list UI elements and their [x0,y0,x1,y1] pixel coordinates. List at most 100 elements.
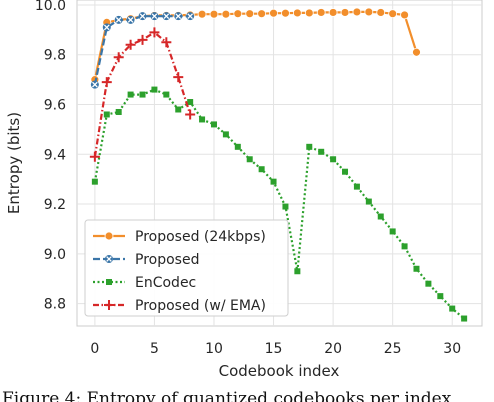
ticks: 0 5 10 15 20 25 30 8.8 9.0 9.2 9.4 9.6 9.8 10.0 [35,0,461,357]
y-tick-label: 9.8 [44,48,66,64]
data-point [199,116,206,123]
x-tick-label: 25 [384,341,402,357]
data-point-cross [103,24,110,31]
data-point [89,151,100,162]
data-point [377,213,384,220]
data-point [137,34,148,45]
x-axis-label: Codebook index [219,362,340,380]
data-point [461,315,468,322]
data-point [449,305,456,312]
data-point [115,108,122,115]
legend-entry: Proposed (w/ EMA) [93,298,266,314]
legend-entry: Proposed (24kbps) [93,229,266,245]
data-point [281,8,290,18]
data-point-cross [151,13,158,20]
data-point [90,80,99,89]
data-point [149,27,160,38]
data-point-cross [163,13,170,20]
data-point [330,156,337,163]
y-axis-label: Entropy (bits) [5,112,23,214]
data-point [102,23,111,32]
y-tick-label: 9.6 [44,98,66,114]
data-point [104,300,114,310]
data-point [306,143,313,150]
data-point [175,106,182,113]
legend: Proposed (24kbps) Proposed EnCodec Proposed… [84,219,289,317]
data-point [304,8,314,18]
data-point [105,255,113,263]
series [91,86,468,322]
x-tick-label: 10 [205,341,223,357]
data-point [425,280,432,287]
data-point-cross [175,13,182,20]
data-point [342,168,349,175]
data-point [173,72,184,83]
data-point-cross [92,81,98,88]
data-point [104,231,114,241]
data-point [388,9,398,19]
legend-label: Proposed (24kbps) [135,229,266,245]
legend-entry: EnCodec [93,275,196,291]
data-point [401,243,408,250]
data-point [114,15,123,24]
data-point [150,12,159,21]
legend-box [84,219,289,317]
data-point [163,91,170,98]
x-tick-label: 15 [265,341,283,357]
data-point-cross [139,13,146,20]
data-point [353,183,360,190]
data-point [221,9,231,19]
data-point [364,7,374,17]
data-point [210,121,217,128]
data-point [437,293,444,300]
data-point-cross [127,17,134,23]
x-tick-label: 0 [90,341,99,357]
data-point [245,9,255,19]
x-tick-label: 5 [150,341,159,357]
data-point [197,9,207,19]
data-point [376,8,386,17]
data-point [185,109,196,120]
data-point-cross [106,256,112,262]
data-point-cross [115,17,122,23]
data-point [413,265,420,272]
y-tick-label: 9.2 [44,197,66,213]
data-point [294,268,301,275]
data-point [162,12,171,21]
y-tick-label: 8.8 [44,297,66,313]
data-point [234,143,241,150]
data-point-cross [187,13,194,20]
legend-label: Proposed (w/ EMA) [135,298,266,314]
data-point [282,203,289,210]
series-line [93,31,192,157]
series-layer [89,7,468,322]
data-point [257,9,267,19]
data-point [269,8,278,18]
series [90,12,195,89]
x-tick-label: 20 [324,341,342,357]
legend-label: EnCodec [135,275,196,291]
data-point [222,131,229,138]
data-point [103,111,110,118]
y-tick-label: 9.0 [44,247,66,263]
data-point [139,91,146,98]
data-point [174,12,183,21]
data-point [292,8,302,18]
y-tick-label: 10.0 [35,0,66,14]
data-point [389,228,396,235]
data-point [246,156,253,163]
data-point [187,99,194,106]
data-point [91,178,98,185]
data-point [270,178,277,185]
data-point [209,9,219,19]
data-point [318,148,325,155]
data-point [400,10,409,20]
figure-caption: Figure 4: Entropy of quantized codebooks… [2,389,452,402]
data-point [316,8,326,17]
data-point [138,12,147,21]
data-point [352,7,362,17]
legend-entry: Proposed [93,252,199,268]
data-point [233,9,243,19]
data-point [125,39,136,50]
